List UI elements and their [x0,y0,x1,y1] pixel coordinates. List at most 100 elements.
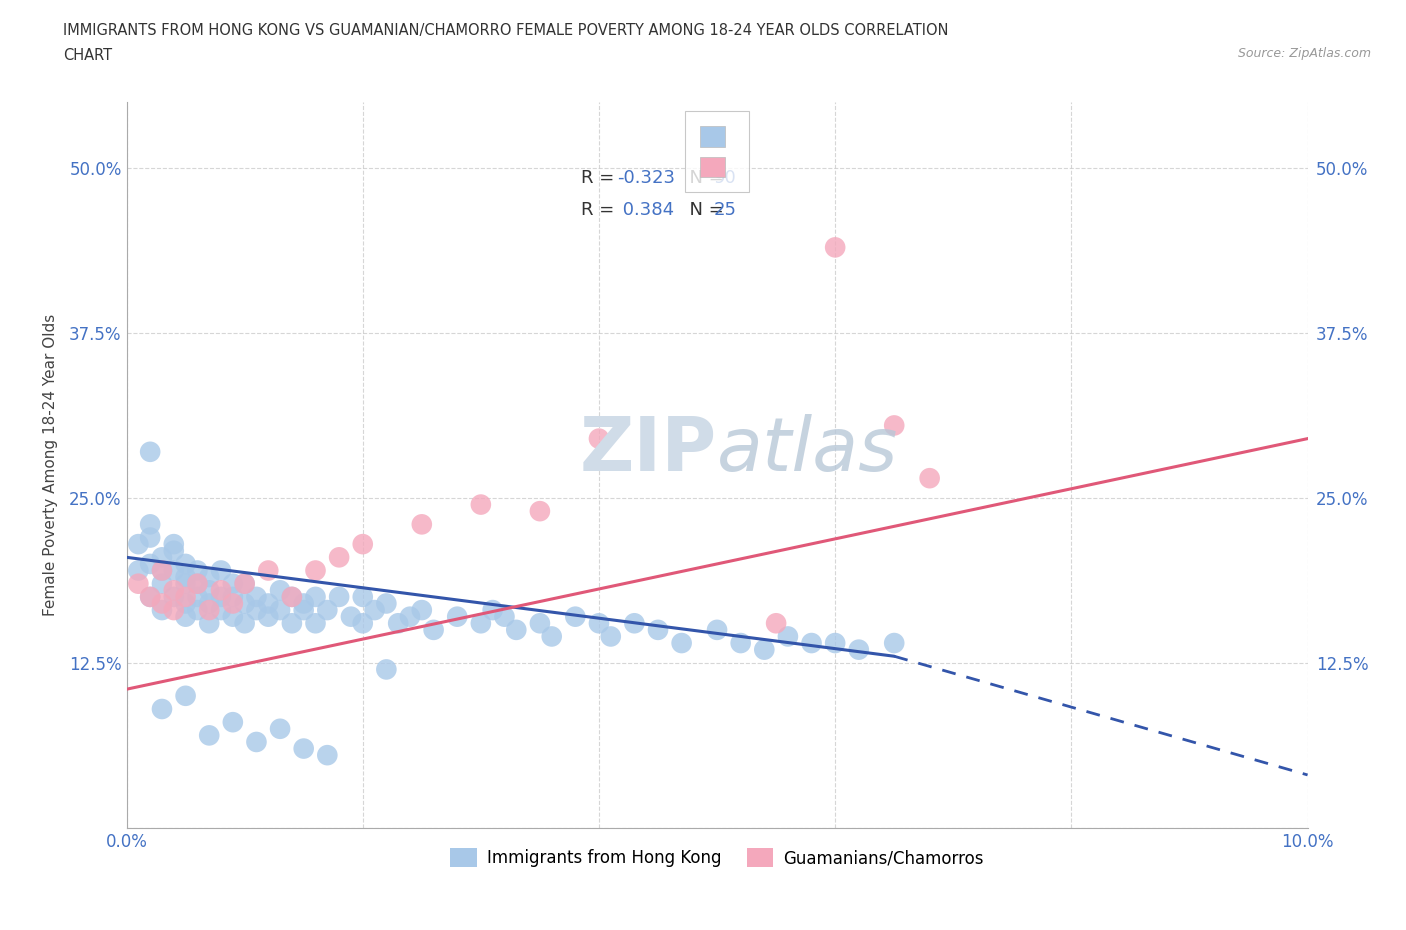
Point [375,596,398,611]
Point [222,715,245,730]
Point [883,635,905,650]
Point [186,563,208,578]
Point [776,629,799,644]
Point [883,418,905,432]
Point [352,616,374,631]
Point [304,616,326,631]
Point [623,616,645,631]
Point [470,616,492,631]
Point [730,635,752,650]
Point [127,563,149,578]
Point [222,596,245,611]
Point [150,563,173,578]
Point [150,603,173,618]
Point [529,616,551,631]
Text: CHART: CHART [63,48,112,63]
Point [198,570,221,585]
Point [387,616,409,631]
Point [163,583,186,598]
Point [316,603,339,618]
Text: atlas: atlas [717,415,898,486]
Point [174,570,197,585]
Point [422,622,444,637]
Point [399,609,422,624]
Point [186,590,208,604]
Point [363,603,385,618]
Point [599,629,621,644]
Point [222,590,245,604]
Point [139,556,162,571]
Point [174,577,197,591]
Point [150,563,173,578]
Point [209,563,232,578]
Point [588,432,610,446]
Point [257,563,280,578]
Point [186,603,208,618]
Point [163,603,186,618]
Text: N =: N = [678,169,730,188]
Point [352,590,374,604]
Point [233,577,256,591]
Point [186,577,208,591]
Point [470,498,492,512]
Point [163,537,186,551]
Point [588,616,610,631]
Point [304,563,326,578]
Point [671,635,693,650]
Point [139,590,162,604]
Point [174,556,197,571]
Point [209,603,232,618]
Text: 25: 25 [713,201,737,219]
Point [209,583,232,598]
Point [150,701,173,716]
Point [411,517,433,532]
Text: IMMIGRANTS FROM HONG KONG VS GUAMANIAN/CHAMORRO FEMALE POVERTY AMONG 18-24 YEAR : IMMIGRANTS FROM HONG KONG VS GUAMANIAN/C… [63,23,949,38]
Point [150,550,173,565]
Point [540,629,562,644]
Point [494,609,516,624]
Point [292,603,315,618]
Point [186,577,208,591]
Point [245,735,267,750]
Point [304,590,326,604]
Point [706,622,728,637]
Point [222,609,245,624]
Point [174,688,197,703]
Point [328,550,350,565]
Point [411,603,433,618]
Point [163,543,186,558]
Point [163,563,186,578]
Text: ZIP: ZIP [579,414,717,487]
Point [150,596,173,611]
Text: -0.323: -0.323 [617,169,675,188]
Point [269,722,291,737]
Point [233,596,256,611]
Point [375,662,398,677]
Point [281,590,304,604]
Point [281,590,304,604]
Point [918,471,941,485]
Point [127,577,149,591]
Point [257,609,280,624]
Point [233,577,256,591]
Y-axis label: Female Poverty Among 18-24 Year Olds: Female Poverty Among 18-24 Year Olds [44,314,58,616]
Point [269,603,291,618]
Point [222,577,245,591]
Point [209,590,232,604]
Point [824,635,846,650]
Point [139,517,162,532]
Legend: Immigrants from Hong Kong, Guamanians/Chamorros: Immigrants from Hong Kong, Guamanians/Ch… [444,842,990,874]
Point [174,609,197,624]
Point [316,748,339,763]
Point [139,590,162,604]
Point [233,616,256,631]
Point [139,530,162,545]
Point [269,583,291,598]
Point [564,609,586,624]
Point [505,622,527,637]
Point [292,741,315,756]
Point [824,240,846,255]
Point [257,596,280,611]
Text: R =: R = [581,169,620,188]
Point [174,596,197,611]
